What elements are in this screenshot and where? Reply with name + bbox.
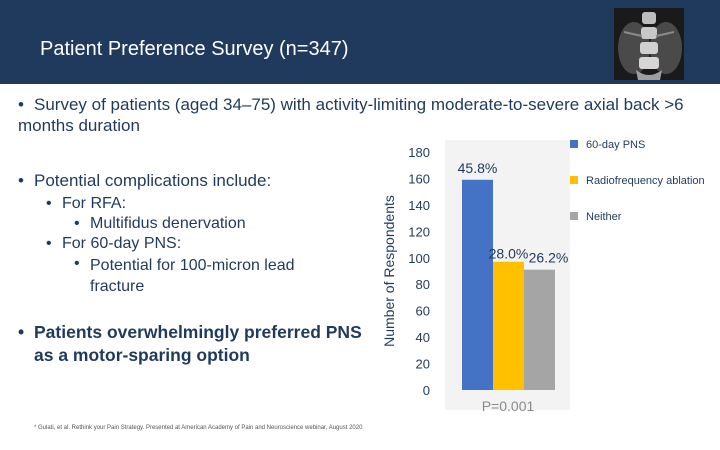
rfa-label: For RFA: <box>62 195 127 212</box>
bar-2 <box>524 269 555 390</box>
page-title: Patient Preference Survey (n=347) <box>40 38 349 60</box>
legend-swatch <box>570 140 578 148</box>
pns-item: Potential for 100-micron lead fracture <box>90 257 295 295</box>
bullet-survey: • Survey of patients (aged 34–75) with ac… <box>18 94 698 136</box>
rfa-item: Multifidus denervation <box>90 215 246 232</box>
bullet-complications-text: Potential complications include: <box>34 171 272 190</box>
y-tick-label: 20 <box>416 357 430 372</box>
bullet-dot: • <box>18 171 24 190</box>
legend-swatch <box>570 176 578 184</box>
legend-entry: Neither <box>586 211 622 223</box>
legend-entry: 60-day PNS <box>586 139 645 151</box>
bullet-dot: • <box>18 95 24 114</box>
y-tick-label: 80 <box>416 277 430 292</box>
y-tick-label: 60 <box>416 304 430 319</box>
bullet-conclusion: • Patients overwhelmingly preferred PNS a… <box>18 321 363 367</box>
footnote: * Gulati, et al. Rethink your Pain Strat… <box>34 425 363 431</box>
bullet-dot: • <box>18 322 25 342</box>
sub-bullet-dot: • <box>46 195 52 212</box>
data-label: 26.2% <box>529 250 569 266</box>
y-tick-label: 120 <box>408 224 430 239</box>
y-axis-label: Number of Respondents <box>381 195 397 347</box>
y-tick-label: 140 <box>408 198 430 213</box>
header-bar: Patient Preference Survey (n=347) <box>0 0 720 84</box>
pns-label: For 60-day PNS: <box>62 235 182 252</box>
legend-entry: Radiofrequency ablation <box>586 175 705 187</box>
bullet-complications: • Potential complications include: • For R… <box>18 171 344 297</box>
p-value-annotation: P=0.001 <box>482 398 535 414</box>
y-tick-label: 100 <box>408 251 430 266</box>
y-tick-label: 0 <box>423 383 430 398</box>
sub-sub-bullet-dot: • <box>74 215 80 232</box>
y-tick-label: 40 <box>416 330 430 345</box>
bar-1 <box>493 261 524 390</box>
y-tick-label: 160 <box>408 171 430 186</box>
respondents-bar-chart: Number of Respondents 0 20 40 60 80 100 120 140 1… <box>381 139 705 414</box>
spine-xray-image <box>614 8 684 80</box>
bullet-survey-text: Survey of patients (aged 34–75) with act… <box>18 95 684 135</box>
sub-sub-bullet-dot: • <box>74 255 80 272</box>
sub-bullet-dot: • <box>46 235 52 252</box>
bullet-conclusion-text: Patients overwhelmingly preferred PNS as… <box>34 322 362 365</box>
bar-0 <box>462 179 493 390</box>
data-label: 45.8% <box>458 160 498 176</box>
y-tick-label: 180 <box>408 145 430 160</box>
legend-swatch <box>570 212 578 220</box>
data-label: 28.0% <box>489 246 529 262</box>
